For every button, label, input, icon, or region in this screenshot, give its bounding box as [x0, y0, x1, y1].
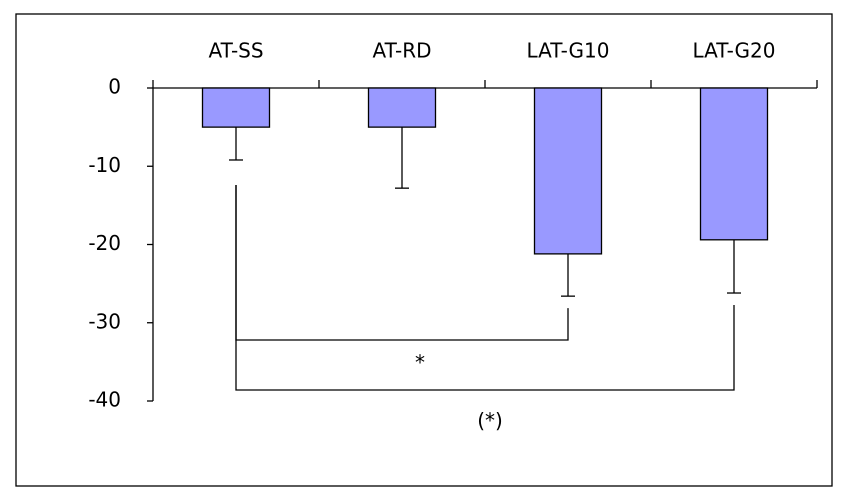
- y-tick-label: -30: [88, 309, 121, 333]
- x-tick-label: LAT-G20: [692, 39, 775, 63]
- annotation: *: [415, 351, 425, 375]
- y-tick-label: -20: [88, 231, 121, 255]
- significance-bracket: [235, 184, 569, 341]
- annotation: (*): [477, 409, 503, 433]
- x-tick-label: LAT-G10: [526, 39, 609, 63]
- y-tick-label: 0: [108, 75, 121, 99]
- x-tick-label: AT-SS: [208, 39, 263, 63]
- y-tick-label: -10: [88, 153, 121, 177]
- bar: [699, 87, 769, 241]
- y-tick-label: -40: [88, 388, 121, 412]
- x-tick-label: AT-RD: [372, 39, 431, 63]
- bar: [533, 87, 603, 255]
- bar: [367, 87, 437, 128]
- bar: [201, 87, 271, 128]
- significance-bracket: [235, 184, 735, 391]
- chart-border: [15, 13, 833, 487]
